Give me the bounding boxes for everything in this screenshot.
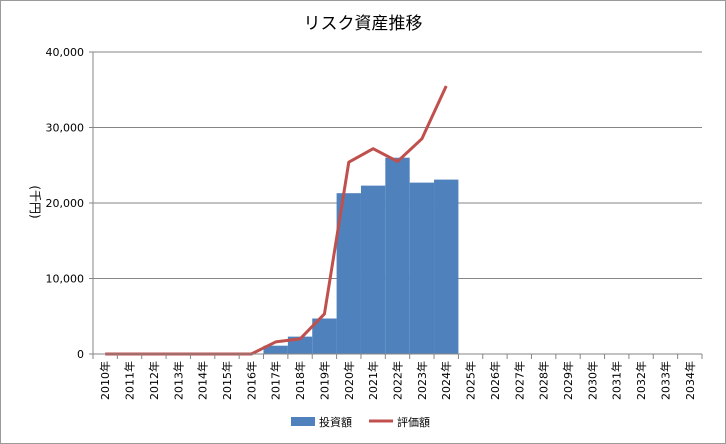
x-tick-label: 2025年 (464, 361, 478, 400)
bar (409, 182, 435, 354)
x-tick-label: 2026年 (488, 361, 502, 400)
x-tick-label: 2024年 (439, 361, 453, 400)
axes: 0 10,000 20,000 30,000 40,000 2010年 2011年 2012年… (46, 46, 703, 400)
x-tick-label: 2010年 (98, 361, 112, 400)
y-axis-label: (千円) (28, 185, 42, 218)
x-tick-label: 2034年 (683, 361, 697, 400)
x-tick-label: 2011年 (123, 361, 137, 400)
x-tick-label: 2030年 (585, 361, 599, 400)
x-tick-label: 2033年 (658, 361, 672, 400)
y-tick-label: 20,000 (46, 197, 85, 210)
y-tick-label: 30,000 (46, 122, 85, 135)
x-tick-label: 2023年 (415, 361, 429, 400)
bar (434, 179, 459, 354)
x-tick-label: 2019年 (317, 361, 331, 400)
bar (360, 185, 386, 354)
x-tick-label: 2017年 (269, 361, 283, 400)
x-tick-label: 2016年 (244, 361, 258, 400)
chart-title: リスク資産推移 (304, 14, 423, 34)
x-tick-label: 2031年 (610, 361, 624, 400)
x-tick-label: 2022年 (391, 361, 405, 400)
y-tick-label: 40,000 (46, 46, 85, 59)
x-tick-label: 2018年 (293, 361, 307, 400)
x-tick-label: 2013年 (171, 361, 185, 400)
x-tick-label: 2027年 (512, 361, 526, 400)
bar-series (263, 157, 459, 354)
x-tick-label: 2012年 (147, 361, 161, 400)
x-tick-label: 2014年 (196, 361, 210, 400)
x-tick-label: 2032年 (634, 361, 648, 400)
x-tick-label: 2029年 (561, 361, 575, 400)
x-tick-label: 2015年 (220, 361, 234, 400)
y-tick-label: 0 (77, 348, 84, 361)
legend-swatch-investment (291, 417, 315, 426)
x-tick-label: 2021年 (366, 361, 380, 400)
legend: 投資額 評価額 (291, 415, 430, 429)
y-tick-label: 10,000 (46, 273, 85, 286)
bar (263, 345, 288, 354)
bar (385, 157, 410, 354)
x-tick-label: 2020年 (342, 361, 356, 400)
legend-label-investment: 投資額 (319, 415, 352, 429)
x-tick-label: 2028年 (537, 361, 551, 400)
legend-label-valuation: 評価額 (397, 415, 430, 429)
